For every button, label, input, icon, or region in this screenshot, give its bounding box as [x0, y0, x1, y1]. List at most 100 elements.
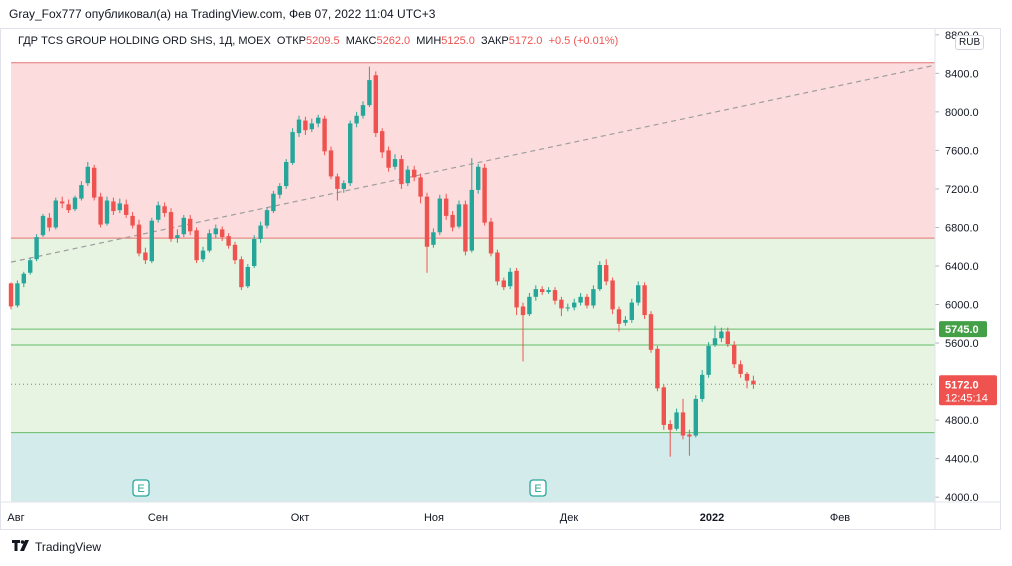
candle-body [34, 237, 39, 260]
tradingview-logo-icon [12, 540, 29, 551]
candle-body [527, 296, 532, 315]
earnings-marker-label: E [137, 483, 144, 495]
y-tick-label: 4000.0 [945, 492, 979, 504]
candle-body [354, 115, 359, 124]
candle-body [584, 296, 590, 306]
candle-body [194, 230, 199, 261]
legend-open: 5209.5 [305, 35, 340, 47]
candle-body [296, 119, 302, 134]
candle-body [604, 265, 609, 282]
candle-body [226, 236, 231, 246]
x-tick-label: Окт [291, 512, 310, 524]
candle-body [284, 161, 289, 187]
footer-brand-label: TradingView [35, 540, 102, 554]
candle-body [629, 302, 634, 320]
candle-body [616, 309, 622, 324]
candle-body [28, 260, 33, 273]
candle-body [533, 289, 538, 297]
candle-body [424, 196, 430, 247]
candle-body [732, 344, 737, 365]
candle-body [367, 80, 372, 106]
candle-body [181, 217, 186, 235]
candle-body [207, 233, 212, 251]
candle-body [482, 167, 487, 223]
candle-body [8, 283, 14, 307]
legend-symbol: ГДР TCS GROUP HOLDING ORD SHS, 1Д, MOEX [18, 35, 271, 47]
candle-body [700, 374, 705, 399]
candle-body [60, 201, 65, 204]
candle-body [316, 117, 321, 124]
candle-body [591, 289, 596, 306]
candle-body [348, 123, 353, 184]
candle-body [188, 218, 193, 232]
x-tick-label: Фев [830, 512, 850, 524]
candle-body [386, 150, 391, 168]
chart-frame[interactable]: EE8800.08400.08000.07600.07200.06800.064… [0, 28, 1001, 530]
candle-body [271, 193, 276, 212]
legend-close: 5172.0 [508, 35, 543, 47]
currency-button[interactable]: RUB [955, 35, 985, 50]
candle-body [66, 204, 71, 211]
publish-header: Gray_Fox777 опубликовал(а) на TradingVie… [0, 0, 1012, 28]
candle-body [85, 166, 90, 184]
y-tick-label: 6400.0 [945, 261, 979, 273]
candle-body [712, 338, 718, 345]
earnings-marker-label: E [534, 483, 541, 495]
candle-body [501, 280, 506, 288]
candle-body [405, 169, 410, 184]
x-tick-label: Дек [560, 512, 579, 524]
x-tick-label: Ноя [424, 512, 444, 524]
candle-body [328, 150, 334, 177]
candle-body [488, 221, 494, 254]
candle-body [72, 197, 78, 210]
candle-body [636, 285, 641, 303]
candle-body [175, 235, 180, 239]
candle-body [149, 220, 154, 262]
candle-body [309, 123, 314, 130]
candle-body [98, 196, 103, 225]
y-tick-label: 7200.0 [945, 184, 979, 196]
candle-body [143, 252, 148, 261]
y-tick-label: 4400.0 [945, 454, 979, 466]
author-line: Gray_Fox777 опубликовал(а) на TradingVie… [9, 7, 436, 21]
candle-body [136, 224, 142, 254]
zone-zone_green [11, 238, 935, 433]
y-tick-label: 6000.0 [945, 300, 979, 312]
candle-body [610, 280, 615, 310]
legend-low: 5125.0 [441, 35, 475, 47]
y-tick-label: 6800.0 [945, 222, 979, 234]
candle-body [738, 364, 743, 374]
candle-body [655, 348, 660, 389]
candle-body [674, 412, 679, 429]
candle-body [508, 271, 513, 287]
candle-body [162, 206, 167, 214]
candle-body [15, 283, 20, 306]
candle-body [79, 185, 84, 199]
footer-brand[interactable]: TradingView [10, 540, 101, 554]
candle-body [335, 176, 340, 189]
candle-body [200, 250, 206, 260]
candle-body [597, 265, 602, 290]
candle-body [476, 166, 481, 190]
candle-body [648, 314, 654, 350]
y-tick-label: 8000.0 [945, 107, 979, 119]
y-tick-label: 8400.0 [945, 68, 979, 80]
y-tick-label: 4800.0 [945, 415, 979, 427]
legend-close-label: ЗАКР [481, 35, 509, 47]
candle-body [751, 380, 756, 385]
candle-body [156, 205, 161, 220]
candle-body [623, 319, 628, 323]
legend-high-label: МАКС [345, 35, 377, 47]
earnings-marker [529, 479, 547, 497]
x-tick-label: Сен [148, 512, 168, 524]
candle-body [360, 105, 366, 116]
candle-body [111, 201, 116, 212]
countdown-label: 12:45:14 [945, 392, 988, 404]
candle-body [380, 131, 385, 153]
candle-body [220, 229, 225, 238]
price-tag-bg [939, 321, 987, 338]
candlestick-chart[interactable]: EE8800.08400.08000.07600.07200.06800.064… [1, 29, 1001, 530]
candle-body [277, 186, 282, 195]
y-tick-label: 7600.0 [945, 145, 979, 157]
candle-body [706, 345, 711, 375]
